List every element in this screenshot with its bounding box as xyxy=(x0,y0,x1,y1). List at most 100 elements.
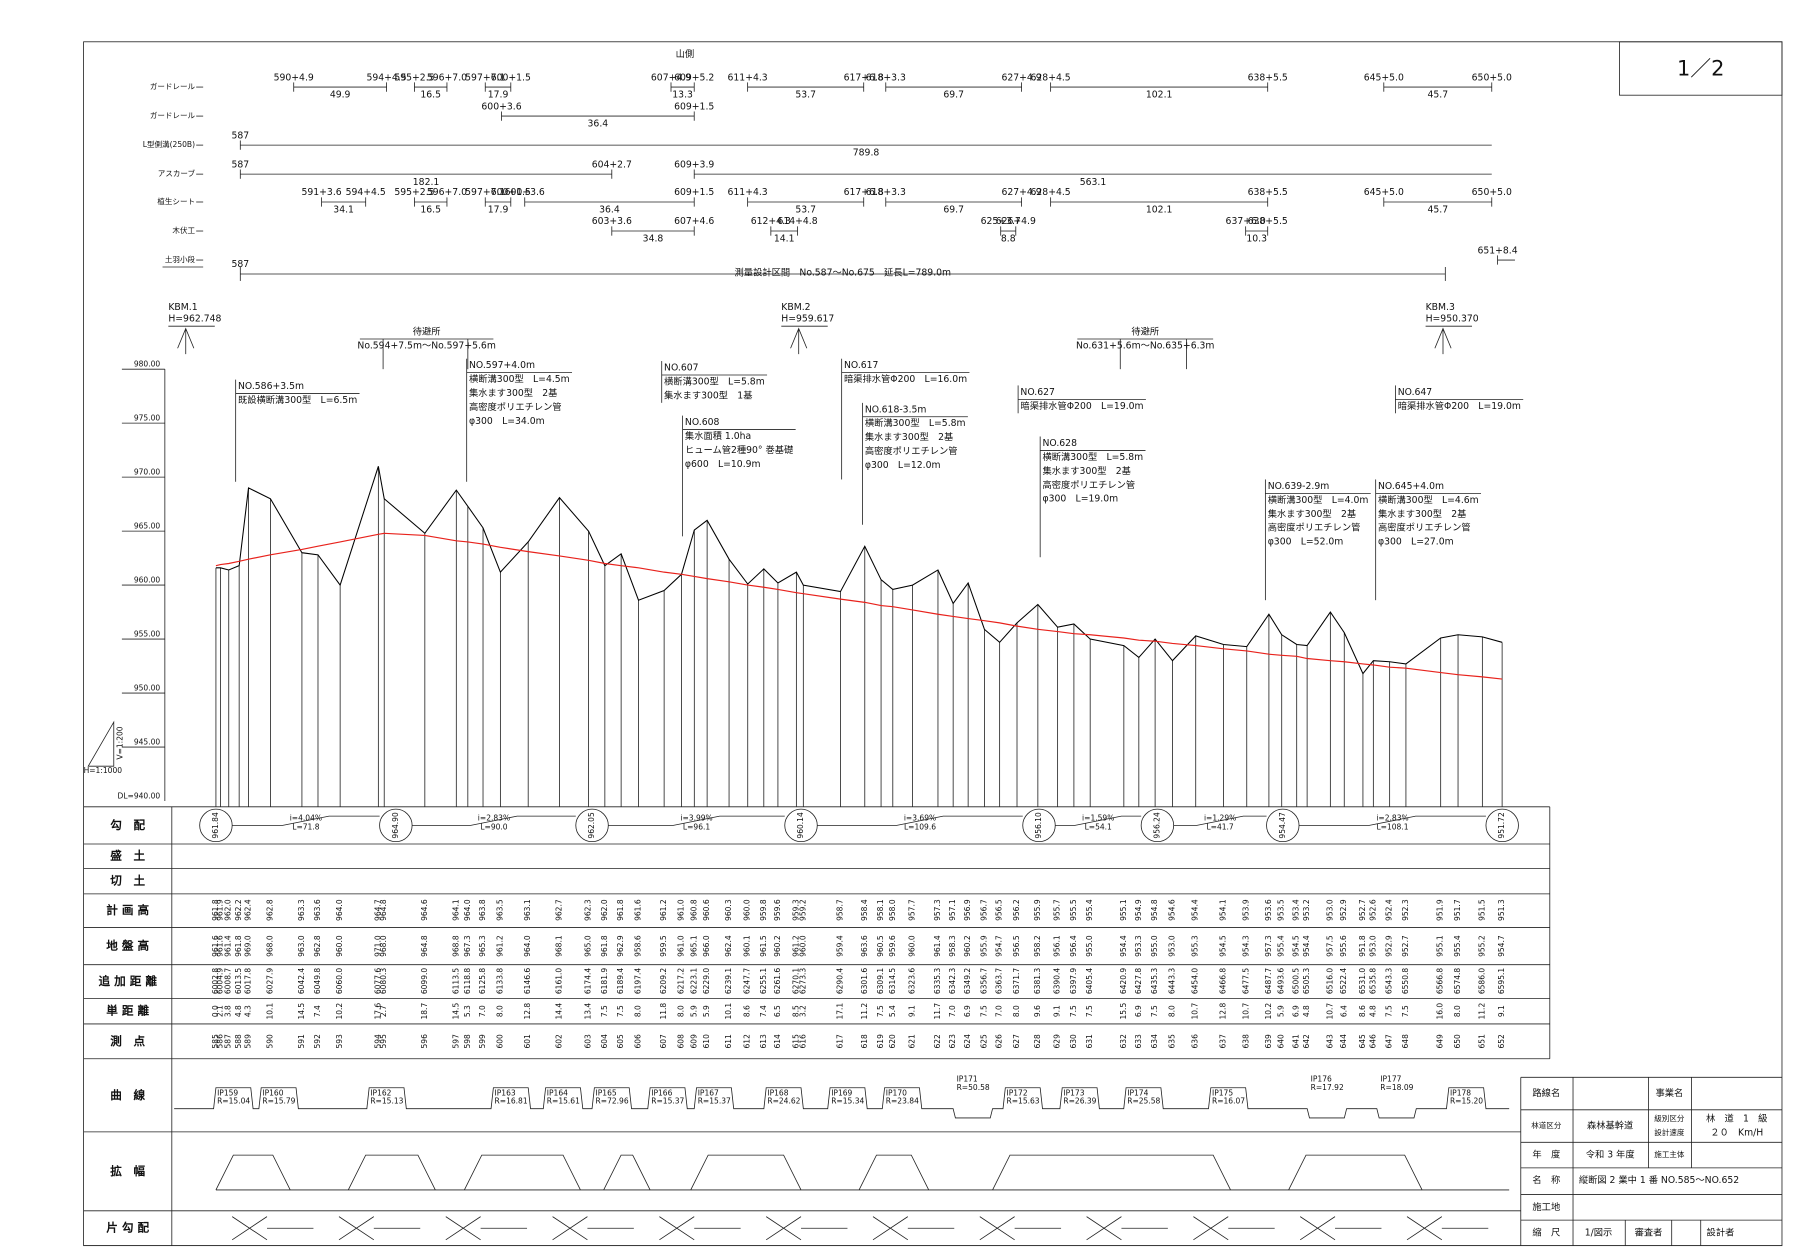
plan-label: 954.4 xyxy=(1191,899,1200,921)
station-label: 620 xyxy=(888,1034,897,1049)
ground-label: 961.8 xyxy=(234,935,243,957)
annotation-line: NO.647 xyxy=(1398,387,1433,398)
station-label: 595 xyxy=(379,1034,388,1049)
segment-length: 13.3 xyxy=(672,90,693,101)
ground-label: 966.0 xyxy=(702,935,711,957)
station-label: 652 xyxy=(1497,1034,1506,1049)
grade-rate: i=3.69% xyxy=(904,813,936,822)
annotation-line: 横断溝300型 L=5.8m xyxy=(1042,451,1143,463)
distance-label: 6027.9 xyxy=(265,968,274,995)
annotation-line: NO.617 xyxy=(844,360,879,371)
distance-label: 6349.2 xyxy=(963,968,972,995)
curve-ip: IP177 xyxy=(1380,1075,1401,1084)
grade-elevation: 961.84 xyxy=(211,812,220,839)
single-label: 10.7 xyxy=(1242,1003,1251,1020)
widening-shape xyxy=(463,1154,581,1191)
ground-label: 960.1 xyxy=(743,935,752,957)
plan-label: 964.8 xyxy=(379,899,388,921)
annotation-line: NO.586+3.5m xyxy=(238,381,304,392)
segment-start: 618+3.3 xyxy=(866,72,906,83)
ground-label: 960.2 xyxy=(963,935,972,957)
annotation-line: φ300 L=27.0m xyxy=(1378,537,1454,548)
single-label: 5.9 xyxy=(689,1005,698,1017)
grade-length: L=71.8 xyxy=(292,823,319,832)
title-label: 設計者 xyxy=(1707,1226,1735,1238)
plan-label: 953.4 xyxy=(1292,899,1301,921)
row-label: 植生シート xyxy=(157,196,195,206)
curve-radius: R=50.58 xyxy=(957,1083,990,1092)
elevation-label: 950.00 xyxy=(134,683,161,692)
plan-label: 955.5 xyxy=(1069,899,1078,921)
annotation-line: 集水ます300型 2基 xyxy=(469,387,557,399)
annotation-line: NO.627 xyxy=(1020,387,1055,398)
plan-label: 962.0 xyxy=(224,899,233,921)
segment-length: 17.9 xyxy=(488,90,509,101)
elevation-label: 965.00 xyxy=(134,521,161,530)
curve-radius: R=15.13 xyxy=(370,1097,403,1106)
segment-start: 590+4.9 xyxy=(274,72,314,83)
row-header: 曲 線 xyxy=(110,1088,145,1102)
benchmark-name: KBM.2 xyxy=(781,302,810,313)
ground-label: 961.4 xyxy=(224,935,233,957)
annotation-line: NO.608 xyxy=(685,417,720,428)
segment-end-label: 627+4.9 xyxy=(1001,72,1041,83)
benchmark-name: KBM.1 xyxy=(168,302,197,313)
curve-ip: IP173 xyxy=(1063,1089,1084,1098)
distance-label: 6323.6 xyxy=(908,968,917,995)
segment-start: 628+4.5 xyxy=(1031,72,1071,83)
title-value: 1/図示 xyxy=(1585,1227,1613,1238)
station-label: 615 xyxy=(791,1034,800,1049)
station-label: 594 xyxy=(373,1034,382,1049)
segment-length: 69.7 xyxy=(943,90,964,101)
curve-radius: R=15.37 xyxy=(651,1097,684,1106)
distance-label: 6574.8 xyxy=(1453,968,1462,995)
grade-length: L=54.1 xyxy=(1085,823,1112,832)
ground-label: 960.0 xyxy=(908,935,917,957)
plan-label: 955.7 xyxy=(1053,899,1062,921)
single-label: 0.0 xyxy=(211,1005,220,1017)
distance-label: 6535.8 xyxy=(1368,968,1377,995)
benchmark-height: H=950.370 xyxy=(1426,314,1479,325)
single-label: 10.7 xyxy=(1325,1003,1334,1020)
single-label: 6.9 xyxy=(963,1005,972,1017)
segment-start: 591+3.6 xyxy=(301,187,341,198)
turnout-title: 待避所 xyxy=(413,326,441,338)
superelevation-shape xyxy=(979,1216,1062,1241)
annotation-line: φ300 L=19.0m xyxy=(1042,494,1118,505)
row-label: L型側溝(250B) xyxy=(143,139,195,149)
ground-label: 959.6 xyxy=(888,935,897,957)
ground-label: 954.7 xyxy=(995,935,1004,957)
segment-length: 36.4 xyxy=(599,205,620,216)
datum-label: DL=940.00 xyxy=(118,791,161,800)
annotation-line: φ300 L=34.0m xyxy=(469,416,545,427)
plan-label: 951.5 xyxy=(1477,899,1486,921)
title-label: 事業名 xyxy=(1655,1087,1683,1099)
ground-label: 961.4 xyxy=(933,935,942,957)
distance-label: 6060.0 xyxy=(335,968,344,995)
plan-label: 960.3 xyxy=(724,899,733,921)
ground-label: 952.7 xyxy=(1401,935,1410,957)
curve-ip: IP172 xyxy=(1007,1089,1028,1098)
segment-start: 597+7.1 xyxy=(465,72,505,83)
annotation-line: φ300 L=12.0m xyxy=(865,460,941,471)
station-label: 585 xyxy=(211,1034,220,1049)
plan-label: 964.7 xyxy=(373,899,382,921)
ground-label: 955.2 xyxy=(1477,935,1486,957)
superelevation-shape xyxy=(872,1216,955,1241)
ground-label: 953.0 xyxy=(1167,935,1176,957)
plan-label: 959.2 xyxy=(798,899,807,921)
distance-label: 6371.7 xyxy=(1012,968,1021,995)
sheet-number: 1／2 xyxy=(1677,57,1724,81)
ground-label: 958.6 xyxy=(634,935,643,957)
segment-start: 609+3.9 xyxy=(674,159,714,170)
single-label: 15.5 xyxy=(1119,1003,1128,1020)
single-label: 17.1 xyxy=(835,1003,844,1020)
single-label: 14.5 xyxy=(297,1003,306,1020)
widening-shape xyxy=(215,1154,291,1191)
segment-end-label: 617+6.8 xyxy=(844,187,884,198)
annotation-line: 暗渠排水管Φ200 L=19.0m xyxy=(1398,400,1521,412)
row-header: 盛 土 xyxy=(110,849,145,863)
single-label: 9.1 xyxy=(908,1005,917,1017)
station-label: 619 xyxy=(876,1034,885,1049)
single-label: 5.9 xyxy=(1277,1005,1286,1017)
